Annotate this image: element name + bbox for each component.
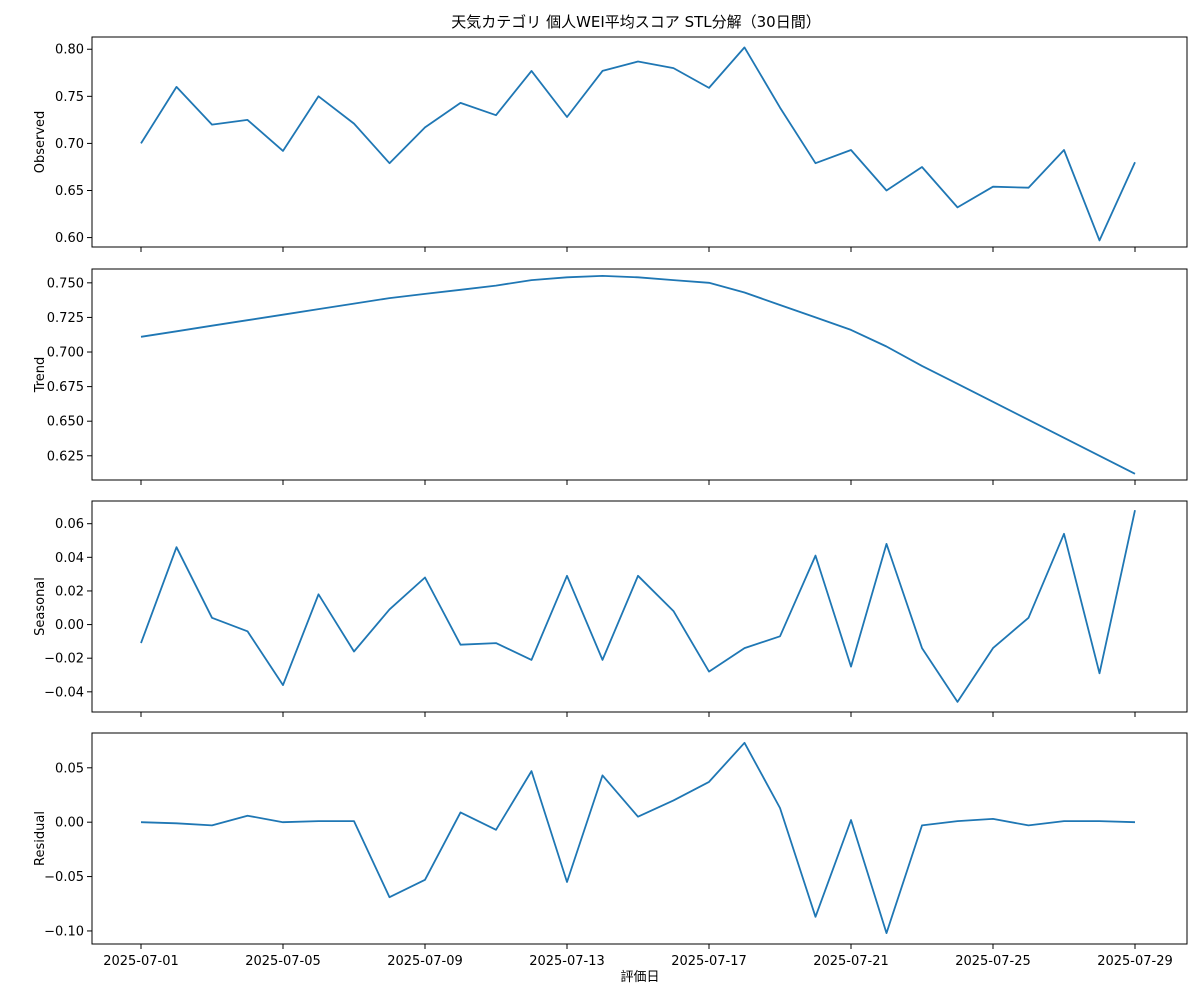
y-tick-label: 0.625	[47, 449, 84, 464]
panels: 0.600.650.700.750.80Observed0.6250.6500.…	[33, 36, 1188, 969]
y-tick-label: 0.02	[55, 584, 84, 599]
y-tick-label: 0.650	[47, 415, 84, 430]
y-tick-label: 0.675	[47, 380, 84, 395]
y-tick-label: 0.00	[55, 618, 84, 633]
y-tick-label: 0.65	[55, 184, 84, 199]
y-tick-label: 0.05	[55, 761, 84, 776]
plot-frame	[91, 732, 1188, 945]
panel-observed: 0.60 0.65 0.70 0.75 0.80 Observed	[33, 36, 1188, 252]
series-line-trend	[140, 274, 1136, 475]
y-tick-label: 0.00	[55, 816, 84, 831]
y-tick-label: 0.725	[47, 311, 84, 326]
figure-title: 天気カテゴリ 個人WEI平均スコア STL分解（30日間）	[451, 13, 820, 31]
y-axis-label: Seasonal	[33, 577, 48, 636]
y-tick-label: 0.700	[47, 346, 84, 361]
series-line-residual	[140, 741, 1136, 934]
panel-residual: −0.10 −0.05 0.00 0.05 2025-07-01 2025-07-05 20…	[33, 732, 1188, 969]
y-tick-label: 0.80	[55, 43, 84, 58]
series-line-observed	[140, 46, 1136, 242]
y-tick-label: 0.75	[55, 90, 84, 105]
y-tick-label: −0.10	[44, 924, 84, 939]
y-axis-label: Observed	[33, 111, 48, 174]
y-tick-label: −0.02	[44, 652, 84, 667]
y-axis-label: Residual	[33, 811, 48, 866]
y-tick-label: 0.750	[47, 276, 84, 291]
plot-frame	[91, 500, 1188, 713]
panel-trend: 0.625 0.650 0.675 0.700 0.725 0.750 Trend	[33, 268, 1188, 485]
y-axis-label: Trend	[33, 357, 48, 394]
series-line-seasonal	[140, 510, 1136, 703]
y-tick-label: 0.60	[55, 231, 84, 246]
y-tick-label: 0.04	[55, 551, 84, 566]
x-tick-label: 2025-07-17	[671, 954, 747, 969]
x-tick-label: 2025-07-09	[387, 954, 463, 969]
y-tick-label: 0.06	[55, 517, 84, 532]
y-tick-label: −0.04	[44, 685, 84, 700]
x-axis-label: 評価日	[620, 970, 659, 985]
x-tick-label: 2025-07-25	[955, 954, 1031, 969]
plot-frame	[91, 268, 1188, 481]
plot-frame	[91, 36, 1188, 248]
x-tick-label: 2025-07-05	[245, 954, 321, 969]
y-tick-label: −0.05	[44, 870, 84, 885]
x-tick-label: 2025-07-01	[103, 954, 179, 969]
x-tick-label: 2025-07-21	[813, 954, 889, 969]
x-tick-label: 2025-07-29	[1097, 954, 1173, 969]
x-tick-label: 2025-07-13	[529, 954, 605, 969]
y-tick-label: 0.70	[55, 137, 84, 152]
panel-seasonal: −0.04 −0.02 0.00 0.02 0.04 0.06 Seasonal	[33, 500, 1188, 717]
